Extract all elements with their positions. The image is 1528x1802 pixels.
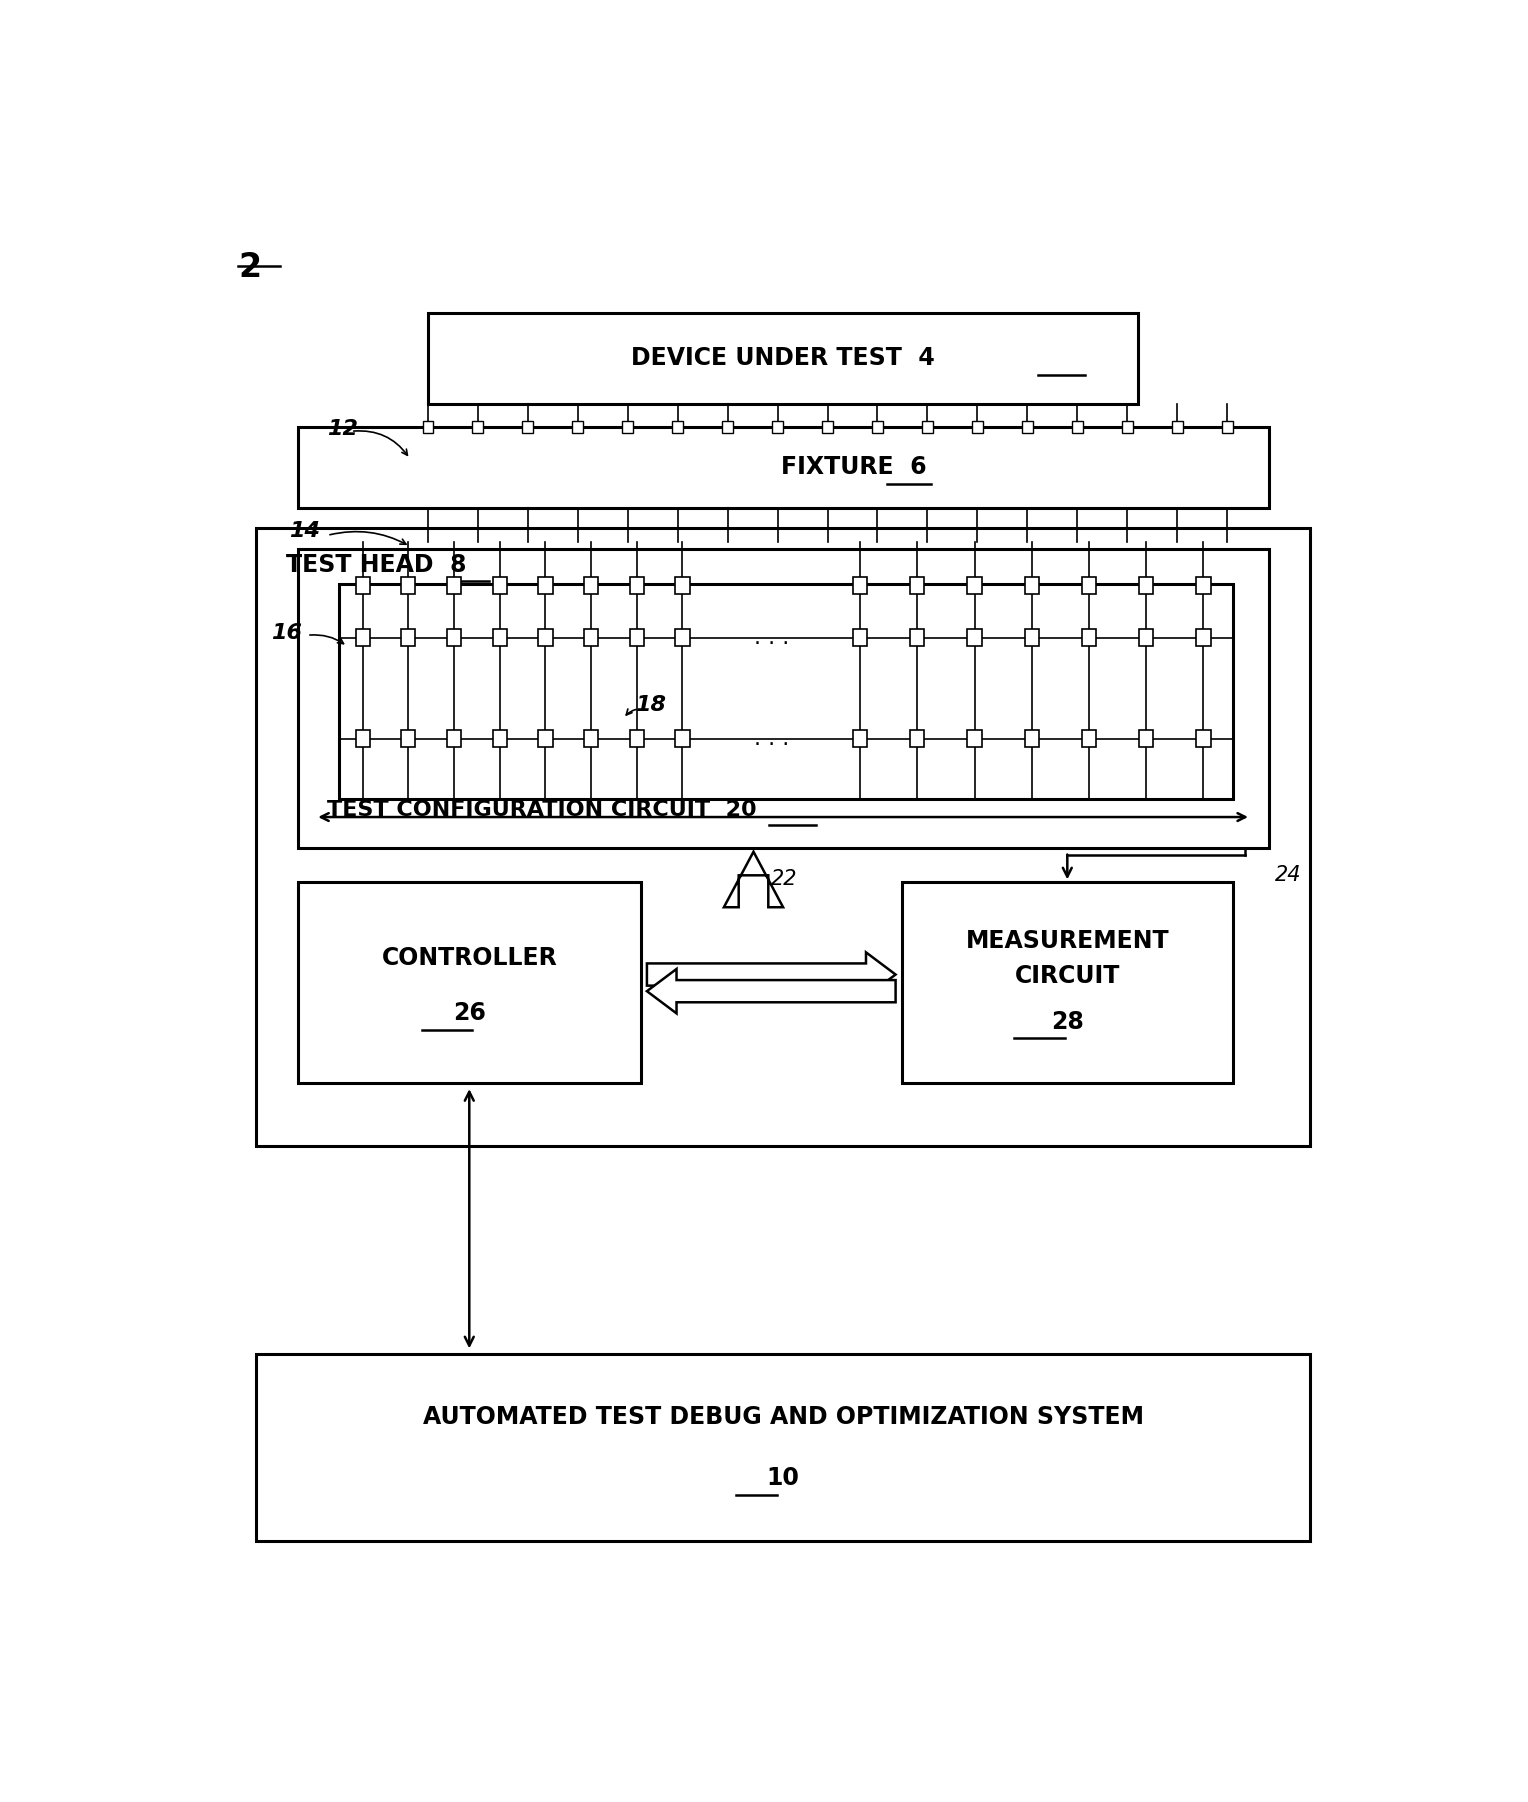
Polygon shape [724, 852, 784, 906]
Bar [1172, 422, 1183, 434]
Bar [492, 629, 507, 647]
Bar [675, 629, 689, 647]
Text: 16: 16 [272, 622, 303, 643]
Bar [1140, 577, 1154, 595]
Bar [622, 422, 633, 434]
Bar [772, 422, 782, 434]
Bar [672, 422, 683, 434]
Text: MEASUREMENT: MEASUREMENT [966, 930, 1169, 953]
Bar [423, 422, 432, 434]
Bar [356, 730, 370, 748]
Text: TEST CONFIGURATION CIRCUIT  20: TEST CONFIGURATION CIRCUIT 20 [327, 800, 756, 820]
Bar [967, 577, 981, 595]
Text: 12: 12 [327, 418, 358, 438]
Bar [872, 422, 883, 434]
Text: CIRCUIT: CIRCUIT [1015, 964, 1120, 987]
Text: 10: 10 [767, 1467, 799, 1490]
Text: 14: 14 [289, 521, 321, 541]
Bar [675, 577, 689, 595]
Bar [1025, 730, 1039, 748]
Bar [853, 730, 868, 748]
Bar [1082, 577, 1096, 595]
Text: CONTROLLER: CONTROLLER [382, 946, 558, 969]
Bar [1022, 422, 1033, 434]
Bar [972, 422, 983, 434]
Bar [448, 577, 461, 595]
Bar [1140, 629, 1154, 647]
Bar [723, 422, 733, 434]
Bar [257, 1353, 1309, 1541]
Text: TEST HEAD  8: TEST HEAD 8 [286, 553, 466, 577]
Bar [1025, 577, 1039, 595]
Bar [573, 422, 584, 434]
Polygon shape [646, 951, 895, 997]
Bar [1082, 629, 1096, 647]
Text: . . .: . . . [753, 627, 788, 647]
Bar [538, 730, 553, 748]
Text: 18: 18 [636, 694, 666, 715]
Bar [402, 730, 416, 748]
Bar [1196, 629, 1210, 647]
Text: FIXTURE  6: FIXTURE 6 [781, 456, 927, 479]
Bar [584, 629, 597, 647]
Bar [538, 577, 553, 595]
Bar [492, 730, 507, 748]
Bar [584, 730, 597, 748]
Bar [911, 577, 924, 595]
Bar [1196, 577, 1210, 595]
Bar [902, 883, 1233, 1083]
Bar [448, 730, 461, 748]
Bar [1073, 422, 1083, 434]
Bar [584, 577, 597, 595]
Bar [967, 629, 981, 647]
Bar [1025, 629, 1039, 647]
Polygon shape [646, 969, 895, 1013]
Bar [967, 730, 981, 748]
Bar [630, 577, 643, 595]
Bar [1082, 730, 1096, 748]
Bar [921, 422, 932, 434]
Bar [356, 577, 370, 595]
Bar [853, 629, 868, 647]
Bar [356, 629, 370, 647]
Bar [630, 730, 643, 748]
Bar [538, 629, 553, 647]
Bar [492, 577, 507, 595]
Bar [911, 629, 924, 647]
Bar [822, 422, 833, 434]
Text: AUTOMATED TEST DEBUG AND OPTIMIZATION SYSTEM: AUTOMATED TEST DEBUG AND OPTIMIZATION SY… [423, 1406, 1143, 1429]
Bar [257, 528, 1309, 1146]
Bar [1196, 730, 1210, 748]
Bar [523, 422, 533, 434]
Bar [911, 730, 924, 748]
Bar [1140, 730, 1154, 748]
Bar [1122, 422, 1132, 434]
Text: DEVICE UNDER TEST  4: DEVICE UNDER TEST 4 [631, 346, 935, 371]
Bar [630, 629, 643, 647]
Text: 28: 28 [1051, 1009, 1083, 1034]
Bar [298, 883, 642, 1083]
Bar [402, 629, 416, 647]
Bar [1222, 422, 1233, 434]
Text: . . .: . . . [753, 728, 788, 750]
Bar [448, 629, 461, 647]
Bar [339, 584, 1233, 798]
Bar [675, 730, 689, 748]
Text: 22: 22 [772, 869, 798, 888]
Bar [853, 577, 868, 595]
Bar [298, 427, 1268, 508]
Bar [472, 422, 483, 434]
Text: 24: 24 [1274, 865, 1300, 885]
Bar [428, 314, 1138, 404]
Text: 26: 26 [452, 1002, 486, 1025]
Text: 2: 2 [238, 250, 261, 285]
Bar [298, 550, 1268, 847]
Bar [402, 577, 416, 595]
